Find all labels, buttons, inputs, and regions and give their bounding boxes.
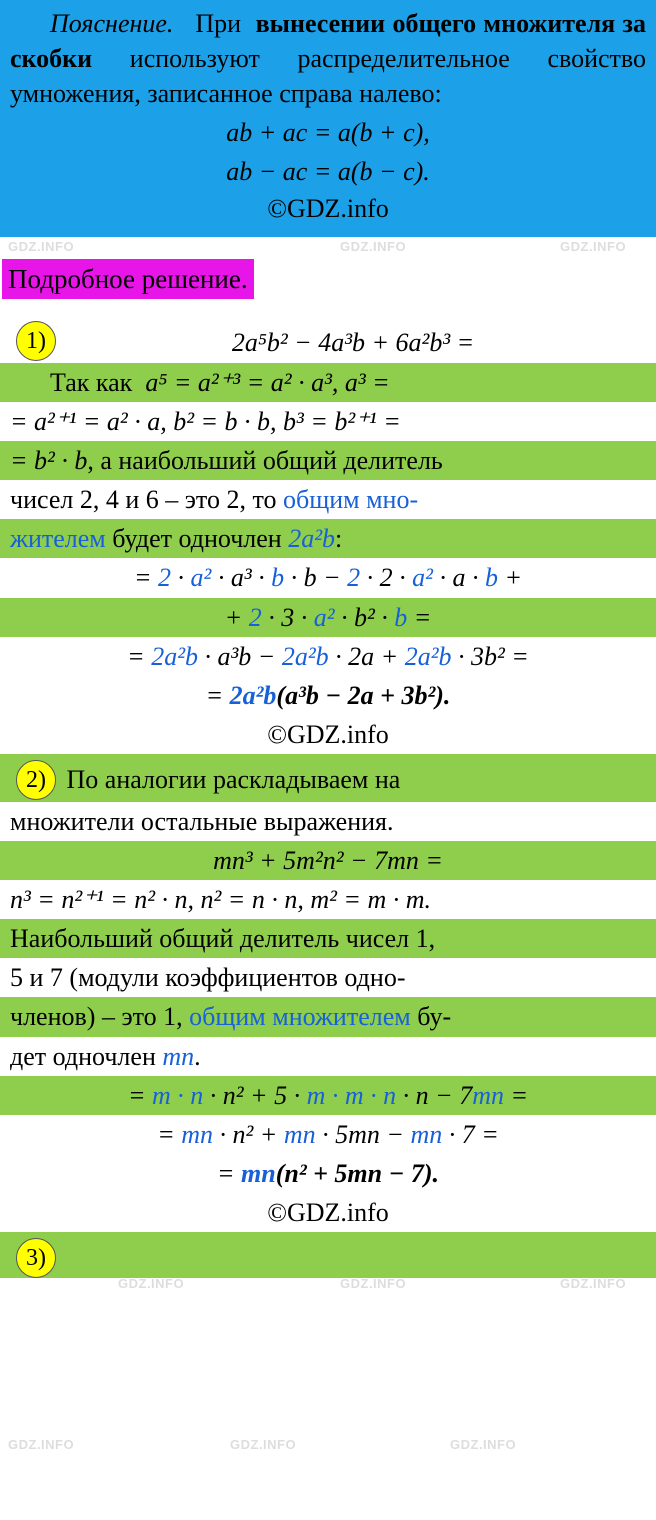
p1-answer: = 2a²b(a³b − 2a + 3b²). bbox=[0, 676, 656, 715]
p2-l4b: общим множителем bbox=[189, 1002, 411, 1031]
p1-line2: = a²⁺¹ = a² · a, b² = b · b, b³ = b²⁺¹ = bbox=[0, 402, 656, 441]
watermark: GDZ.INFO bbox=[8, 1436, 74, 1454]
p1-l6a: = bbox=[134, 563, 158, 592]
p2-line5: дет одночлен mn. bbox=[0, 1037, 656, 1076]
p1-l1b: a⁵ = a²⁺³ = a² · a³, a³ = bbox=[145, 368, 389, 397]
explain-copyright: ©GDZ.info bbox=[10, 191, 646, 226]
problem-3-header: 3) bbox=[0, 1232, 656, 1278]
watermark: GDZ.INFO bbox=[450, 1436, 516, 1454]
p2-l7e: · 5mn − bbox=[316, 1120, 411, 1149]
p1-l9a: = bbox=[206, 681, 230, 710]
section-header: Подробное решение. bbox=[2, 259, 254, 299]
problem-1-header: 1) 2a⁵b² − 4a³b + 6a²b³ = bbox=[0, 313, 656, 363]
p1-l5d: : bbox=[335, 524, 342, 553]
badge-3: 3) bbox=[16, 1238, 56, 1278]
p2-line6: = m · n · n² + 5 · m · m · n · n − 7mn = bbox=[0, 1076, 656, 1115]
p2-l7c: · n² + bbox=[213, 1120, 284, 1149]
p1-l9d: a³b − 2a + 3b² bbox=[285, 681, 435, 710]
badge-2: 2) bbox=[16, 760, 56, 800]
content: Пояснение. При вынесении общего множител… bbox=[0, 0, 656, 1278]
p1-l5c: 2a²b bbox=[288, 524, 335, 553]
p2-l8a: = bbox=[217, 1159, 241, 1188]
p1-copyright: ©GDZ.info bbox=[0, 715, 656, 754]
p2-l6b: m · n bbox=[152, 1081, 203, 1110]
section-header-wrap: Подробное решение. bbox=[0, 237, 656, 313]
p1-line5: жителем будет одночлен 2a²b: bbox=[0, 519, 656, 558]
p2-l7g: · 7 = bbox=[442, 1120, 499, 1149]
badge-1: 1) bbox=[16, 321, 56, 361]
p1-line1: Так как a⁵ = a²⁺³ = a² · a³, a³ = bbox=[0, 363, 656, 402]
p1-l9b: 2a²b bbox=[230, 681, 277, 710]
p1-line6: = 2 · a² · a³ · b · b − 2 · 2 · a² · a ·… bbox=[0, 558, 656, 597]
p2-l7b: mn bbox=[181, 1120, 213, 1149]
p1-l8d: 2a²b bbox=[282, 642, 329, 671]
p2-l7a: = bbox=[157, 1120, 181, 1149]
p2-answer: = mn(n² + 5mn − 7). bbox=[0, 1154, 656, 1193]
explain-formula-2: ab − ac = a(b − c). bbox=[10, 154, 646, 189]
p1-l9c: ( bbox=[276, 681, 285, 710]
p2-l8b: mn bbox=[241, 1159, 276, 1188]
p1-line7: + 2 · 3 · a² · b² · b = bbox=[0, 598, 656, 637]
p2-line1: n³ = n²⁺¹ = n² · n, n² = n · n, m² = m ·… bbox=[0, 880, 656, 919]
p1-l8e: · 2a + bbox=[329, 642, 405, 671]
p2-l6f: mn bbox=[472, 1081, 504, 1110]
p1-l4a: чисел 2, 4 и 6 – это 2, то bbox=[10, 485, 283, 514]
p1-l8g: · 3b² = bbox=[451, 642, 528, 671]
p2-l6e: · n − 7 bbox=[396, 1081, 472, 1110]
explain-formula-1: ab + ac = a(b + c), bbox=[10, 115, 646, 150]
p1-l8a: = bbox=[127, 642, 151, 671]
p1-l4b: общим мно- bbox=[283, 485, 418, 514]
p2-copyright: ©GDZ.info bbox=[0, 1193, 656, 1232]
p2-l6c: · n² + 5 · bbox=[203, 1081, 306, 1110]
p1-line3: = b² · b, а наибольший общий делитель bbox=[0, 441, 656, 480]
p2-l6a: = bbox=[128, 1081, 152, 1110]
p1-l1a: Так как bbox=[50, 368, 139, 397]
p1-line4: чисел 2, 4 и 6 – это 2, то общим мно- bbox=[0, 480, 656, 519]
p2-intro1: По аналогии раскладываем на bbox=[60, 765, 400, 794]
p1-l3a: = b² · b bbox=[10, 446, 87, 475]
explanation-text: Пояснение. При вынесении общего множител… bbox=[10, 6, 646, 111]
watermark: GDZ.INFO bbox=[230, 1436, 296, 1454]
p2-line4: членов) – это 1, общим множителем бу- bbox=[0, 997, 656, 1036]
p2-l4c: бу- bbox=[411, 1002, 451, 1031]
problem-2-header: 2) По аналогии раскладываем на bbox=[0, 754, 656, 802]
p2-l5c: . bbox=[194, 1042, 201, 1071]
p1-l8f: 2a²b bbox=[405, 642, 452, 671]
p2-l5a: дет одночлен bbox=[10, 1042, 162, 1071]
explanation-box: Пояснение. При вынесении общего множител… bbox=[0, 0, 656, 237]
p2-l8e: ). bbox=[424, 1159, 439, 1188]
p2-l8d: n² + 5mn − 7 bbox=[284, 1159, 424, 1188]
p2-l7d: mn bbox=[284, 1120, 316, 1149]
p1-l5a: жителем bbox=[10, 524, 106, 553]
p1-l8b: 2a²b bbox=[151, 642, 198, 671]
p2-line7: = mn · n² + mn · 5mn − mn · 7 = bbox=[0, 1115, 656, 1154]
p1-l5b: будет одночлен bbox=[106, 524, 288, 553]
p2-l6d: m · m · n bbox=[307, 1081, 397, 1110]
p2-l5b: mn bbox=[162, 1042, 194, 1071]
p2-line3: 5 и 7 (модули коэффициентов одно- bbox=[0, 958, 656, 997]
p1-l9e: ). bbox=[435, 681, 450, 710]
p1-line8: = 2a²b · a³b − 2a²b · 2a + 2a²b · 3b² = bbox=[0, 637, 656, 676]
p2-line2: Наибольший общий делитель чисел 1, bbox=[0, 919, 656, 958]
p2-eq-start: mn³ + 5m²n² − 7mn = bbox=[0, 841, 656, 880]
p1-l3b: , а наибольший общий делитель bbox=[87, 446, 442, 475]
explain-label: Пояснение. bbox=[50, 9, 173, 38]
p2-l4a: членов) – это 1, bbox=[10, 1002, 189, 1031]
explain-tail: используют распределительное свойство ум… bbox=[10, 44, 646, 108]
p2-l7f: mn bbox=[410, 1120, 442, 1149]
p2-l6g: = bbox=[504, 1081, 528, 1110]
p2-intro2: множители остальные выражения. bbox=[0, 802, 656, 841]
p1-l8c: · a³b − bbox=[198, 642, 282, 671]
p1-eq-start: 2a⁵b² − 4a³b + 6a²b³ = bbox=[60, 315, 646, 360]
